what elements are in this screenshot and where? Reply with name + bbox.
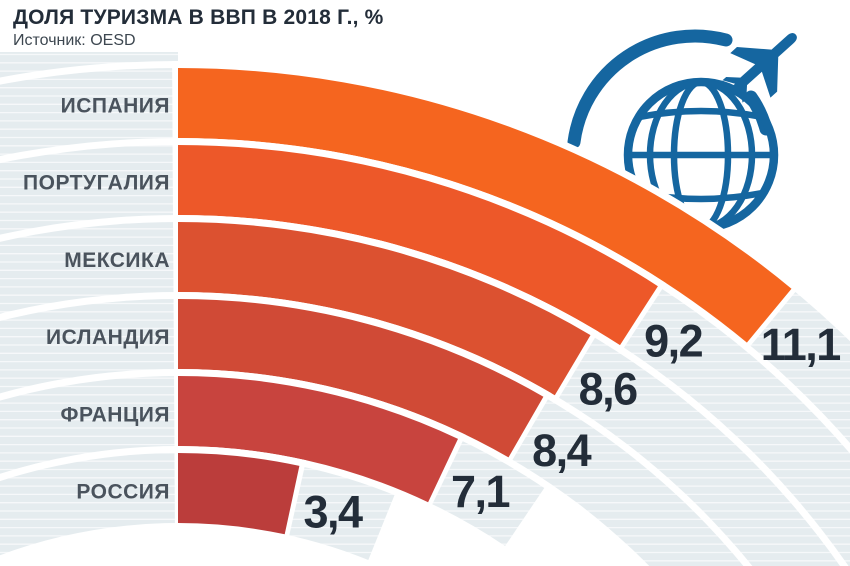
labels-group: 11,1 ИСПАНИЯ 9,2 ПОРТУГАЛИЯ 8,6 МЕКСИКА 8,4 ИСЛ… <box>23 94 842 538</box>
value-label-5: 3,4 <box>303 487 363 538</box>
airplane-icon <box>722 33 797 103</box>
chart-bar-2 <box>178 222 591 396</box>
country-label-0: ИСПАНИЯ <box>61 94 170 117</box>
value-label-1: 9,2 <box>644 315 703 366</box>
chart-bar-0 <box>178 68 792 343</box>
swoosh-arc <box>567 29 733 149</box>
chart-bar-5 <box>178 453 300 535</box>
country-label-2: МЕКСИКА <box>64 249 170 272</box>
globe-parallel-north <box>638 107 764 121</box>
value-label-4: 7,1 <box>451 466 510 517</box>
chart-header: ДОЛЯ ТУРИЗМА В ВВП В 2018 Г., % Источник… <box>13 6 384 50</box>
country-label-5: РОССИЯ <box>76 481 170 504</box>
value-label-3: 8,4 <box>532 425 592 476</box>
background-ring <box>0 52 178 78</box>
value-label-2: 8,6 <box>579 364 638 415</box>
country-label-4: ФРАНЦИЯ <box>61 403 170 426</box>
country-label-3: ИСЛАНДИЯ <box>46 326 170 349</box>
chart-bar-4 <box>178 376 458 503</box>
chart-bar-1 <box>178 145 658 346</box>
bars-group <box>172 60 800 540</box>
chart-source: Источник: OESD <box>13 32 136 49</box>
country-label-1: ПОРТУГАЛИЯ <box>23 172 170 195</box>
value-label-0: 11,1 <box>761 319 841 370</box>
chart-bar-3 <box>178 299 544 458</box>
chart-title: ДОЛЯ ТУРИЗМА В ВВП В 2018 Г., % <box>13 6 384 29</box>
